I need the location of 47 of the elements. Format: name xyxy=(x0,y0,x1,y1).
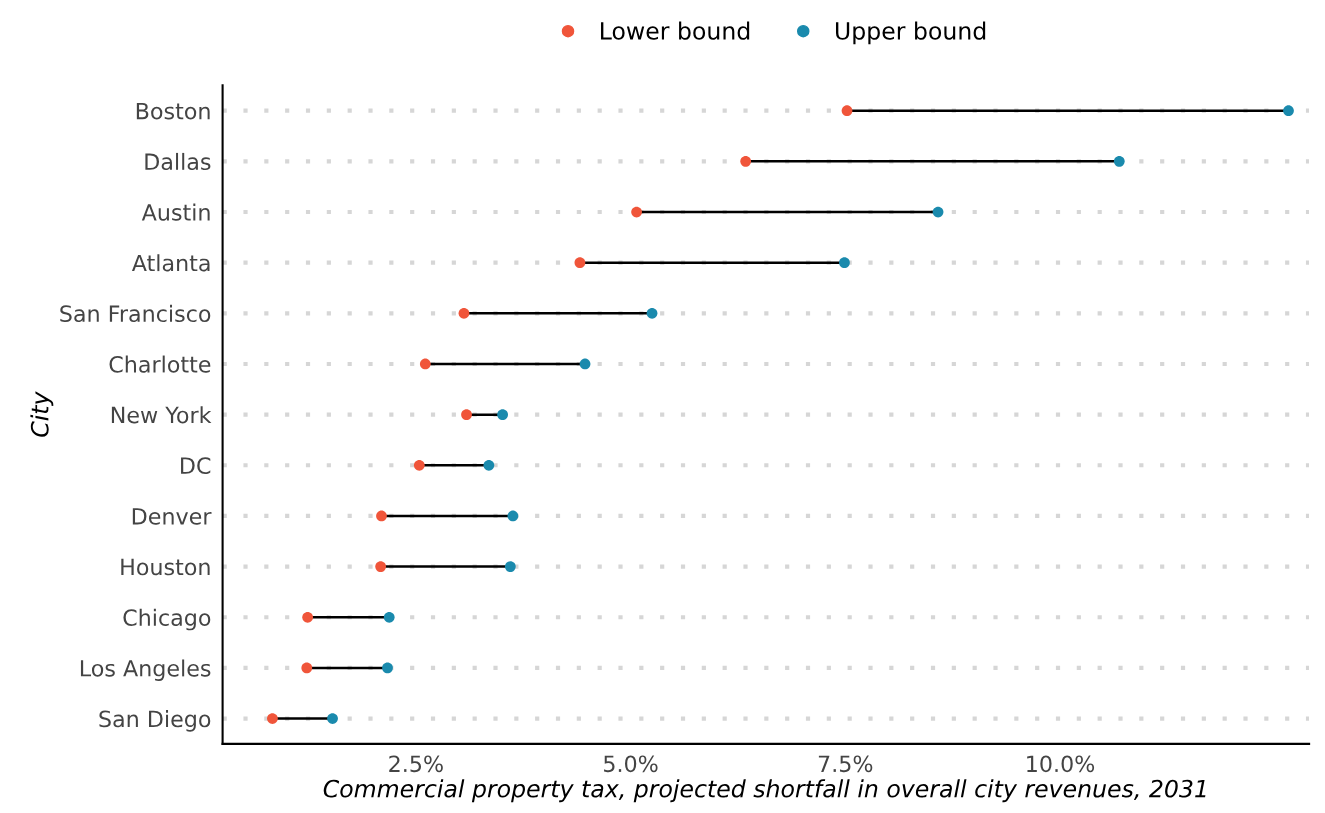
point xyxy=(327,713,338,724)
y-tick-label: Chicago xyxy=(123,608,211,631)
legend-label: Lower bound xyxy=(601,21,750,40)
x-axis-title: Commercial property tax, projected shortfall in overall city revenues, 2031 xyxy=(323,779,1206,803)
x-tick-label: 5.0% xyxy=(604,755,658,773)
y-tick-label: Charlotte xyxy=(109,355,211,373)
point xyxy=(841,105,853,117)
legend-label: Upper bound xyxy=(835,21,986,45)
y-tick-label: San Diego xyxy=(99,710,211,732)
point xyxy=(507,510,519,522)
point xyxy=(267,713,278,724)
y-axis-title: City xyxy=(30,391,54,437)
y-tick-label: Houston xyxy=(121,558,210,576)
point xyxy=(383,611,395,623)
x-tick-label: 7.5% xyxy=(818,755,873,773)
x-tick-label: 10.0% xyxy=(1027,755,1095,773)
point xyxy=(497,409,508,421)
point xyxy=(461,409,472,421)
y-tick-label: San Francisco xyxy=(60,304,211,323)
point xyxy=(419,358,431,370)
y-tick-label: DC xyxy=(181,457,211,475)
point xyxy=(579,358,591,370)
point xyxy=(504,561,516,572)
y-tick-label: Boston xyxy=(136,102,210,120)
y-tick-label: Los Angeles xyxy=(80,659,211,681)
point xyxy=(1283,105,1294,117)
x-tick-label: 2.5% xyxy=(389,755,443,773)
point xyxy=(302,611,314,623)
y-tick-label: Austin xyxy=(141,203,210,221)
point xyxy=(631,206,642,218)
y-tick-label: Atlanta xyxy=(131,254,210,272)
point xyxy=(839,257,850,269)
y-tick-label: Denver xyxy=(132,508,212,525)
point xyxy=(932,206,944,218)
point xyxy=(740,155,752,167)
point xyxy=(1113,155,1125,167)
point xyxy=(301,662,313,674)
point xyxy=(413,459,425,471)
point xyxy=(458,307,470,319)
point xyxy=(646,307,658,319)
point xyxy=(376,510,387,522)
point xyxy=(483,459,495,471)
y-tick-label: New York xyxy=(111,406,212,424)
y-tick-label: Dallas xyxy=(145,152,211,171)
point xyxy=(375,561,387,572)
point xyxy=(382,662,393,674)
point xyxy=(574,257,586,269)
